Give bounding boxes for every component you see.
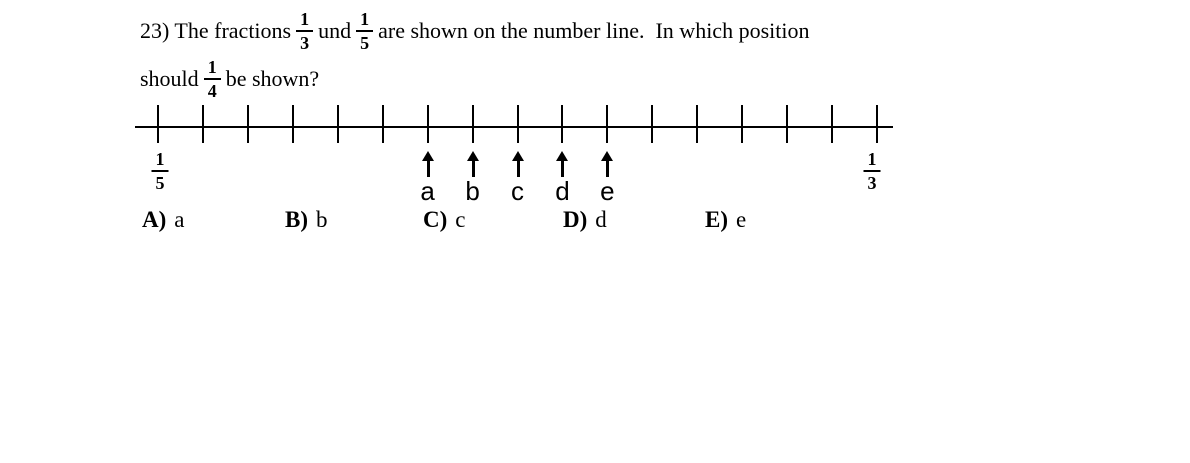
- arrow-stem: [471, 159, 475, 177]
- fraction-denominator: 5: [155, 173, 165, 193]
- fraction-one-third: 1 3: [296, 10, 314, 53]
- arrow-label: d: [555, 176, 570, 206]
- arrow-up-icon: [556, 151, 569, 161]
- answer-choice-b: B) b: [285, 206, 328, 234]
- choice-value: d: [595, 207, 607, 232]
- question-line2-prefix: should: [140, 66, 199, 91]
- tick-mark: [336, 105, 339, 143]
- tick-mark: [246, 105, 249, 143]
- answer-choice-a: A) a: [142, 206, 185, 234]
- tick-mark: [741, 105, 744, 143]
- arrow-stem: [561, 159, 565, 177]
- tick-mark: [201, 105, 204, 143]
- number-line-axis: [135, 126, 893, 128]
- tick-mark: [651, 105, 654, 143]
- fraction-numerator: 1: [356, 10, 374, 32]
- fraction-numerator: 1: [203, 58, 221, 80]
- arrow-up-icon: [511, 151, 524, 161]
- tick-mark: [291, 105, 294, 143]
- question-line-1: 23) The fractions 1 3 und 1 5 are shown …: [140, 8, 809, 54]
- arrow-stem: [606, 159, 610, 177]
- fraction-numerator: 1: [863, 150, 881, 172]
- answer-choice-c: C) c: [423, 206, 466, 234]
- choice-key: E): [705, 207, 728, 232]
- question-text-prefix: 23) The fractions: [140, 18, 292, 43]
- fraction-denominator: 4: [207, 81, 217, 101]
- tick-mark: [696, 105, 699, 143]
- fraction-denominator: 3: [867, 173, 877, 193]
- arrow-label: c: [511, 176, 524, 206]
- fraction-one-fifth-label: 1 5: [151, 150, 169, 193]
- choice-key: C): [423, 207, 448, 232]
- tick-mark: [516, 105, 519, 143]
- answer-choice-d: D) d: [563, 206, 607, 234]
- tick-mark: [157, 105, 159, 143]
- arrow-up-icon: [466, 151, 479, 161]
- tick-mark: [471, 105, 474, 143]
- numberline-left-label: 1 5: [151, 150, 169, 193]
- numberline-right-label: 1 3: [863, 150, 881, 193]
- fraction-denominator: 5: [360, 33, 370, 53]
- tick-mark: [831, 105, 834, 143]
- answer-choice-e: E) e: [705, 206, 746, 234]
- choice-key: B): [285, 207, 308, 232]
- tick-mark: [606, 105, 609, 143]
- tick-mark: [426, 105, 429, 143]
- choice-value: b: [316, 207, 328, 232]
- fraction-one-fourth: 1 4: [203, 58, 221, 101]
- arrow-stem: [516, 159, 520, 177]
- arrow-up-icon: [421, 151, 434, 161]
- fraction-denominator: 3: [300, 33, 310, 53]
- arrow-label: b: [465, 176, 480, 206]
- tick-mark: [561, 105, 564, 143]
- tick-mark: [876, 105, 878, 143]
- choice-key: D): [563, 207, 588, 232]
- choice-key: A): [142, 207, 167, 232]
- fraction-numerator: 1: [296, 10, 314, 32]
- question-conjunction: und: [318, 18, 352, 43]
- question-text-suffix: are shown on the number line. In which p…: [378, 18, 810, 43]
- question-line-2: should 1 4 be shown?: [140, 57, 319, 101]
- tick-mark: [381, 105, 384, 143]
- choice-value: c: [455, 207, 466, 232]
- question-line2-suffix: be shown?: [225, 66, 320, 91]
- fraction-one-third-label: 1 3: [863, 150, 881, 193]
- choice-value: a: [174, 207, 185, 232]
- arrow-up-icon: [601, 151, 614, 161]
- fraction-one-fifth: 1 5: [356, 10, 374, 53]
- tick-mark: [786, 105, 789, 143]
- arrow-label: a: [420, 176, 435, 206]
- choice-value: e: [736, 207, 747, 232]
- fraction-numerator: 1: [151, 150, 169, 172]
- arrow-stem: [426, 159, 430, 177]
- arrow-label: e: [600, 176, 615, 206]
